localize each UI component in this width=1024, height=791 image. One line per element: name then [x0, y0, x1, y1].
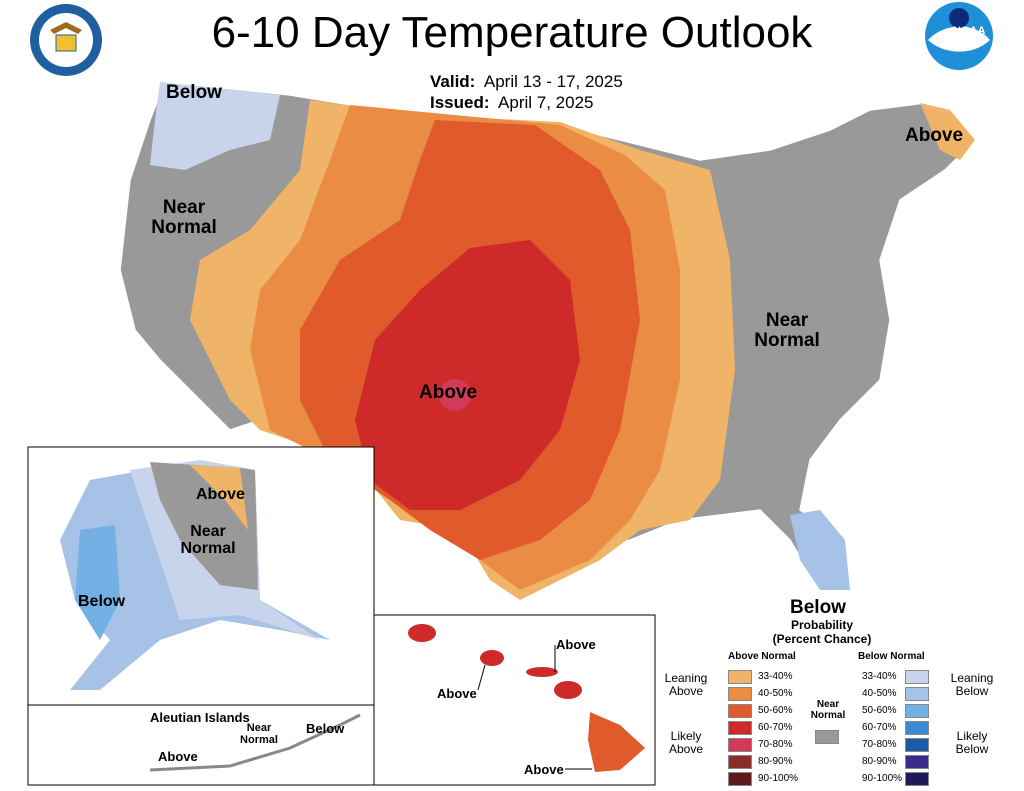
- legend-below-swatch-4: [905, 738, 929, 752]
- noaa-logo-icon: [925, 2, 993, 70]
- conus-below-florida-region: [790, 510, 850, 590]
- map-title: 6-10 Day Temperature Outlook: [211, 8, 813, 57]
- legend-above-swatch-6: [728, 772, 752, 786]
- hawaii-above-label-3: Above: [524, 762, 564, 777]
- alaska-above-region: [190, 465, 248, 530]
- conus-near-normal-east-label: Near Normal: [754, 310, 820, 351]
- conus-above-maine-region: [920, 103, 975, 160]
- legend-above-swatch-5: [728, 755, 752, 769]
- conus-above-center-label: Above: [419, 382, 478, 403]
- legend-title: Probability (Percent Chance): [772, 618, 872, 646]
- big-island: [588, 712, 645, 772]
- aleutian-above-label: Above: [158, 749, 198, 764]
- hawaii-inset-frame: [373, 614, 656, 786]
- legend-above-label-6: 90-100%: [758, 773, 799, 784]
- legend-likely-above: Likely Above: [668, 729, 704, 757]
- legend-above-label-0: 33-40%: [758, 671, 793, 682]
- issued-date: Issued: April 7, 2025: [430, 93, 594, 113]
- noaa-logo-text: NOAA: [953, 25, 986, 37]
- alaska-near-normal-label: Near Normal: [180, 523, 236, 557]
- legend-near-label: Near Normal: [810, 699, 846, 721]
- alaska-above-label: Above: [196, 486, 245, 503]
- legend-below-swatch-6: [905, 772, 929, 786]
- conus-below-label: Below: [166, 82, 222, 103]
- legend-below-label-1: 40-50%: [862, 688, 897, 699]
- legend-below-swatch-0: [905, 670, 929, 684]
- aleutian-below-label: Below: [306, 721, 345, 736]
- alaska-likely-below-region: [75, 525, 120, 640]
- legend-below-swatch-5: [905, 755, 929, 769]
- conus-above-70-80-spot: [439, 379, 471, 411]
- aleutian-near-normal-label: Near Normal: [240, 722, 278, 746]
- valid-dates: Valid: April 13 - 17, 2025: [430, 72, 623, 92]
- issued-value: April 7, 2025: [498, 93, 594, 112]
- legend-leaning-below: Leaning Below: [950, 671, 994, 699]
- legend-near-swatch: [815, 730, 839, 744]
- legend-below-swatch-3: [905, 721, 929, 735]
- legend-below-label-3: 60-70%: [862, 722, 897, 733]
- legend-below-swatch-1: [905, 687, 929, 701]
- legend-below-header: Below Normal: [858, 651, 925, 662]
- conus-below-florida-label: Below: [790, 597, 846, 618]
- kauai-island: [408, 624, 436, 642]
- legend-above-swatch-0: [728, 670, 752, 684]
- conus-below-nw-region: [150, 82, 280, 170]
- valid-value: April 13 - 17, 2025: [483, 72, 623, 91]
- valid-label: Valid:: [430, 72, 476, 91]
- conus-above-60-70-region: [355, 240, 580, 510]
- alaska-below-label: Below: [78, 593, 126, 610]
- legend-likely-below: Likely Below: [955, 729, 989, 757]
- maui-island: [554, 681, 582, 699]
- legend-above-label-4: 70-80%: [758, 739, 793, 750]
- legend-above-label-5: 80-90%: [758, 756, 793, 767]
- molokai-island: [526, 667, 558, 677]
- hawaii-above-label-1: Above: [556, 637, 596, 652]
- legend-leaning-above: Leaning Above: [664, 671, 708, 699]
- hawaii-above-label-2: Above: [437, 686, 477, 701]
- legend-above-header: Above Normal: [728, 651, 796, 662]
- legend-below-label-0: 33-40%: [862, 671, 897, 682]
- legend-above-label-1: 40-50%: [758, 688, 793, 699]
- legend-above-swatch-1: [728, 687, 752, 701]
- conus-above-maine-label: Above: [905, 125, 964, 146]
- legend-above-swatch-4: [728, 738, 752, 752]
- commerce-seal-icon: [30, 4, 102, 76]
- legend-below-label-4: 70-80%: [862, 739, 897, 750]
- legend-above-swatch-2: [728, 704, 752, 718]
- legend-below-label-5: 80-90%: [862, 756, 897, 767]
- conus-near-normal-west-label: Near Normal: [151, 197, 217, 238]
- aleutian-title: Aleutian Islands: [150, 710, 250, 725]
- aleutian-chain: [149, 713, 361, 772]
- hawaii-leader-1: [477, 664, 486, 691]
- legend-below-label-6: 90-100%: [862, 773, 903, 784]
- legend-above-label-3: 60-70%: [758, 722, 793, 733]
- legend-above-label-2: 50-60%: [758, 705, 793, 716]
- legend-below-label-2: 50-60%: [862, 705, 897, 716]
- issued-label: Issued:: [430, 93, 490, 112]
- legend-above-swatch-3: [728, 721, 752, 735]
- aleutian-inset-frame: [27, 704, 375, 786]
- legend-below-swatch-2: [905, 704, 929, 718]
- oahu-island: [480, 650, 504, 666]
